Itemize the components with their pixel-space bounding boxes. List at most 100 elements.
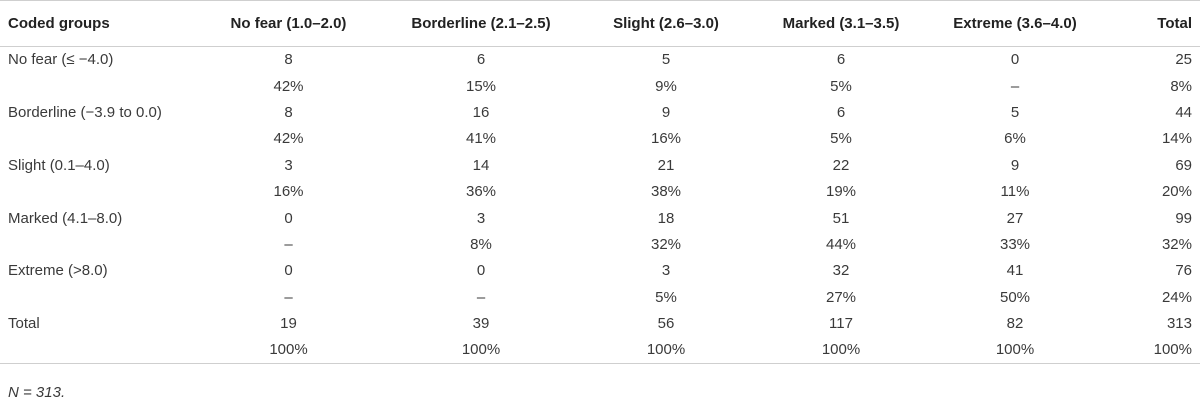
row-label-cell xyxy=(0,178,196,204)
table-cell: 0 xyxy=(1010,51,1020,69)
table-cell: 3 xyxy=(476,209,486,227)
table-cell: 100% xyxy=(931,336,1099,364)
table-cell: 5 xyxy=(661,51,671,69)
table-cell: 0 xyxy=(476,262,486,280)
table-row: No fear (≤ −4.0) 8 6 5 6 0 25 xyxy=(0,47,1200,73)
row-label-cell xyxy=(0,284,196,310)
row-label-cell: No fear (≤ −4.0) xyxy=(8,51,114,69)
fear-coding-table: Coded groups No fear (1.0–2.0) Borderlin… xyxy=(0,0,1200,364)
table-cell: 100% xyxy=(581,336,751,364)
row-label-cell: Extreme (>8.0) xyxy=(8,262,108,280)
table-row: Marked (4.1–8.0) 0 3 18 51 27 99 xyxy=(0,205,1200,231)
table-cell: 41% xyxy=(465,130,497,148)
table-cell: 16% xyxy=(273,183,304,201)
table-cell: 9 xyxy=(1010,156,1020,174)
table-row: 42% 15% 9% 5% – 8% xyxy=(0,73,1200,99)
table-cell: 14 xyxy=(472,156,490,174)
table-cell: 100% xyxy=(751,336,931,364)
table-cell: 20% xyxy=(1161,183,1192,201)
table-cell: 41 xyxy=(1006,262,1024,280)
row-label-cell: Slight (0.1–4.0) xyxy=(8,156,110,174)
table-cell: 44% xyxy=(825,235,857,253)
table-cell: 16% xyxy=(650,130,682,148)
footnote: N = 313. xyxy=(8,384,66,401)
table-cell: 100% xyxy=(196,336,381,364)
table-row: 42% 41% 16% 5% 6% 14% xyxy=(0,126,1200,152)
table-cell: 82 xyxy=(1006,315,1024,333)
row-label-cell: Borderline (−3.9 to 0.0) xyxy=(8,103,162,121)
row-label-cell xyxy=(0,336,196,364)
table-cell: – xyxy=(1010,77,1020,95)
table-cell: 56 xyxy=(657,315,675,333)
table-cell: 8% xyxy=(1170,77,1192,95)
table-cell: 24% xyxy=(1161,288,1192,306)
table-cell: 3 xyxy=(661,262,671,280)
table-cell: 14% xyxy=(1161,130,1192,148)
table-body: No fear (≤ −4.0) 8 6 5 6 0 25 42% 15% 9% 5% –8% Bord… xyxy=(0,47,1200,364)
table-cell: 44 xyxy=(1175,103,1192,121)
table-cell: 51 xyxy=(832,209,850,227)
table-cell: 42% xyxy=(273,130,304,148)
table-cell: 0 xyxy=(284,209,293,227)
table-cell: 6 xyxy=(836,103,846,121)
table-cell: 21 xyxy=(657,156,675,174)
table-cell: 19 xyxy=(280,315,297,333)
table-cell: 6 xyxy=(476,51,486,69)
table-cell: 69 xyxy=(1175,156,1192,174)
table-cell: 39 xyxy=(472,315,490,333)
table-cell: 99 xyxy=(1175,209,1192,227)
table-cell: 27% xyxy=(825,288,857,306)
table-cell: 9 xyxy=(661,103,671,121)
table-cell: 8% xyxy=(470,235,492,253)
header-extreme: Extreme (3.6–4.0) xyxy=(931,0,1099,47)
table-cell: 11% xyxy=(1000,183,1030,201)
row-label-cell xyxy=(0,231,196,257)
table-cell: 19% xyxy=(825,183,857,201)
table-cell: 5% xyxy=(830,130,852,148)
table-cell: 76 xyxy=(1175,262,1192,280)
header-row: Coded groups No fear (1.0–2.0) Borderlin… xyxy=(0,0,1200,47)
table-cell: 6 xyxy=(836,51,846,69)
table-cell: 5% xyxy=(830,77,852,95)
table-row: Extreme (>8.0) 0 0 3 32 41 76 xyxy=(0,258,1200,284)
row-label-cell xyxy=(0,126,196,152)
table-cell: 32% xyxy=(1161,235,1192,253)
table-cell: 38% xyxy=(650,183,682,201)
table-cell: – xyxy=(284,235,293,253)
table-cell: 3 xyxy=(284,156,293,174)
table-cell: 9% xyxy=(655,77,677,95)
table-cell: 18 xyxy=(657,209,675,227)
table-cell: 22 xyxy=(832,156,850,174)
header-coded-groups: Coded groups xyxy=(0,0,196,47)
table-cell: 6% xyxy=(1004,130,1026,148)
header-total: Total xyxy=(1099,0,1200,47)
table-cell: – xyxy=(284,288,293,306)
table-cell: 50% xyxy=(999,288,1031,306)
table-cell: 8 xyxy=(284,51,293,69)
table-row: Borderline (−3.9 to 0.0) 8 16 9 6 5 44 xyxy=(0,99,1200,125)
header-no-fear: No fear (1.0–2.0) xyxy=(196,0,381,47)
header-marked: Marked (3.1–3.5) xyxy=(751,0,931,47)
table-cell: 100% xyxy=(381,336,581,364)
table-row: 16% 36% 38% 19% 11% 20% xyxy=(0,178,1200,204)
table-cell: 33% xyxy=(999,235,1031,253)
table-row: – – 5% 27% 50% 24% xyxy=(0,284,1200,310)
row-label-cell: Total xyxy=(8,315,40,333)
table-cell: 36% xyxy=(465,183,497,201)
table-cell: – xyxy=(476,288,486,306)
header-slight: Slight (2.6–3.0) xyxy=(581,0,751,47)
table-row: – 8% 32% 44% 33% 32% xyxy=(0,231,1200,257)
table-cell: 42% xyxy=(273,77,304,95)
table-cell: 16 xyxy=(472,103,490,121)
table-cell: 5% xyxy=(655,288,677,306)
table-cell: 5 xyxy=(1010,103,1020,121)
table-cell: 313 xyxy=(1166,315,1192,333)
table-cell: 32% xyxy=(650,235,682,253)
table-cell: 8 xyxy=(284,103,293,121)
table-cell: 117 xyxy=(829,315,853,333)
table-cell: 27 xyxy=(1006,209,1024,227)
table-row: 100% 100% 100% 100% 100% 100% xyxy=(0,336,1200,364)
header-borderline: Borderline (2.1–2.5) xyxy=(381,0,581,47)
row-label-cell: Marked (4.1–8.0) xyxy=(8,209,123,227)
